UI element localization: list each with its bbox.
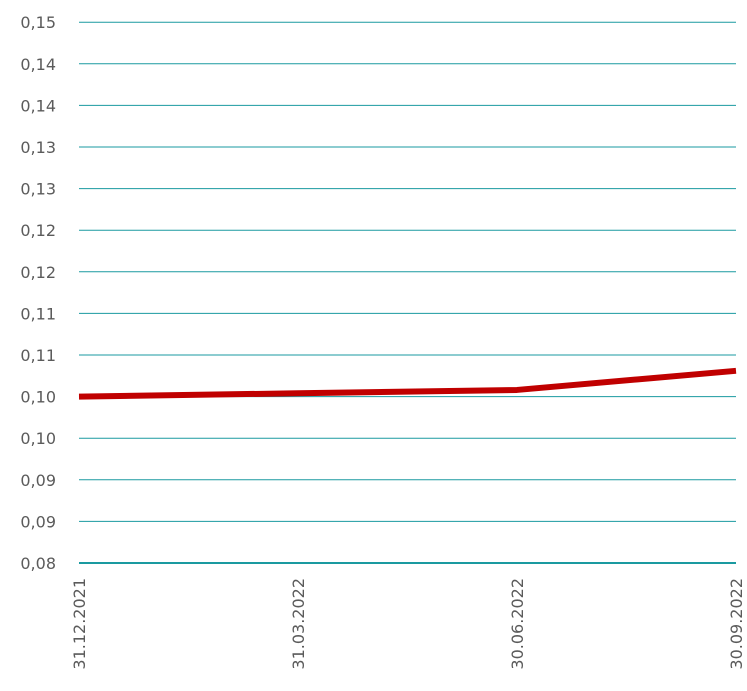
y-tick-label: 0,11	[20, 304, 56, 323]
y-tick-label: 0,09	[20, 512, 56, 531]
y-tick-label: 0,09	[20, 471, 56, 490]
y-tick-label: 0,13	[20, 138, 56, 157]
x-tick-label: 30.06.2022	[508, 578, 527, 670]
x-tick-label: 30.09.2022	[727, 578, 746, 670]
y-tick-label: 0,08	[20, 554, 56, 573]
y-tick-label: 0,11	[20, 346, 56, 365]
series-line	[78, 367, 737, 400]
y-tick-label: 0,10	[20, 388, 56, 407]
x-axis-tick-labels: 31.12.2021 31.03.2022 30.06.2022 30.09.2022	[70, 578, 746, 670]
y-tick-label: 0,14	[20, 55, 56, 74]
x-tick-label: 31.12.2021	[70, 578, 89, 670]
y-tick-label: 0,12	[20, 263, 56, 282]
y-tick-label: 0,12	[20, 221, 56, 240]
series-layer	[78, 367, 737, 400]
x-tick-label: 31.03.2022	[289, 578, 308, 670]
y-tick-label: 0,14	[20, 96, 56, 115]
y-tick-label: 0,15	[20, 13, 56, 32]
y-tick-label: 0,13	[20, 180, 56, 199]
y-tick-label: 0,10	[20, 429, 56, 448]
y-axis-tick-labels: 0,08 0,09 0,09 0,10 0,10 0,11 0,11 0,12 0,12 0,13…	[20, 13, 56, 573]
gridlines	[79, 21, 736, 564]
